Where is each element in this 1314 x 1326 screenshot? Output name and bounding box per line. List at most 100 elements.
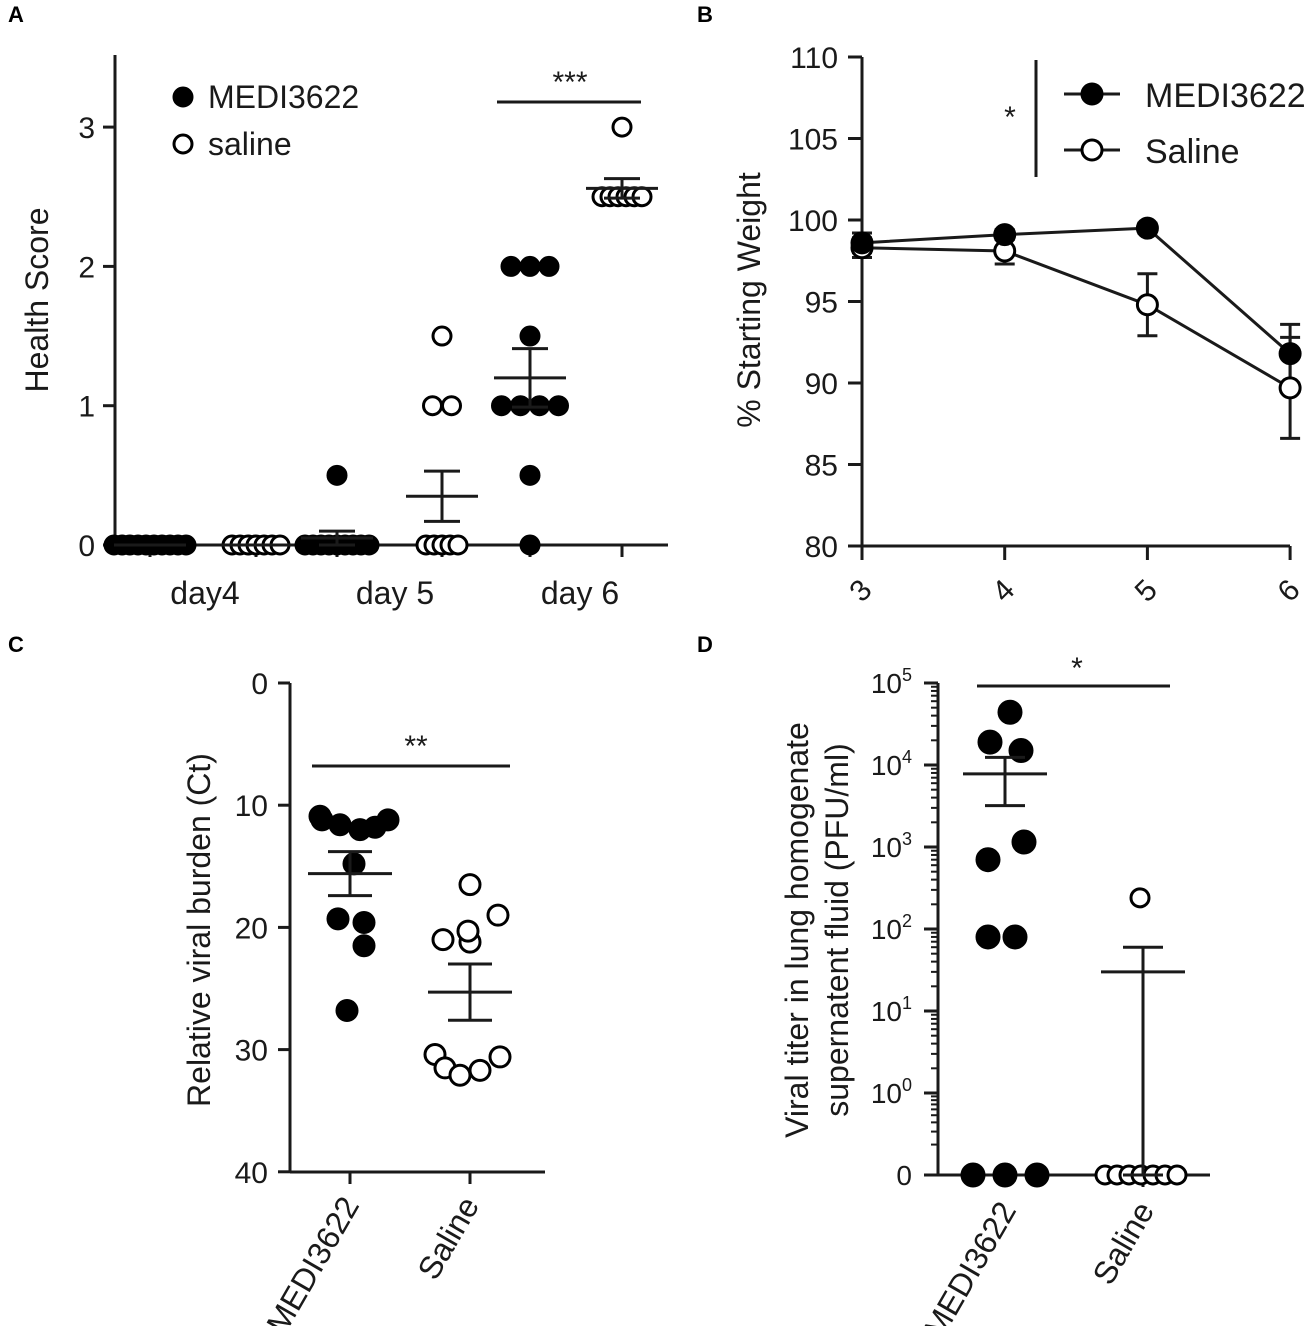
panel-a-legend-marker-medi3622: [172, 86, 194, 108]
panel-d-y-axis-label-line2: supernatent fluid (PFU/ml): [819, 743, 855, 1116]
panel-d-y-tick-label: 100: [871, 1075, 912, 1109]
panel-a-point-medi3622: [326, 464, 348, 486]
panel-c-point-medi3622: [335, 998, 359, 1022]
panel-b-legend-label-medi3622: MEDI3622: [1145, 77, 1306, 115]
panel-a-point-medi3622: [500, 255, 522, 277]
panel-d-point-medi3622: [960, 1162, 986, 1188]
panel-b-y-tick-label: 95: [805, 287, 838, 320]
panel-d-point-medi3622: [1024, 1162, 1050, 1188]
panel-b-point-medi3622: [993, 223, 1017, 247]
panel-d-y-tick-base: 10: [871, 750, 902, 781]
panel-a-point-saline: [422, 395, 443, 417]
panel-d-y-axis-label-line1: Viral titer in lung homogenate: [779, 722, 815, 1138]
panel-a-point-medi3622: [519, 464, 541, 486]
panel-d-point-medi3622: [1002, 924, 1028, 950]
panel-d-y-tick-exponent: 0: [902, 1075, 912, 1095]
panel-d-y-tick-label: 101: [871, 993, 912, 1027]
panel-b-y-tick-label: 105: [788, 124, 838, 157]
panel-d-y-tick-exponent: 4: [902, 747, 912, 767]
panel-a-point-saline: [431, 325, 453, 347]
panel-a-point-medi3622: [519, 325, 541, 347]
panel-d-significance-label: *: [1071, 652, 1083, 685]
panel-d-point-saline: [1129, 887, 1151, 909]
panel-b-legend-label-saline: Saline: [1145, 133, 1240, 171]
panel-d-y-tick-base: 10: [871, 668, 902, 699]
panel-c-point-saline: [486, 903, 510, 927]
panel-a-point-medi3622: [519, 255, 541, 277]
panel-a-legend-label-medi3622: MEDI3622: [208, 79, 359, 115]
panel-d-y-tick-base: 0: [896, 1160, 912, 1191]
panel-a-point-medi3622: [548, 395, 569, 417]
panel-b-y-axis-label: % Starting Weight: [731, 172, 767, 428]
panel-c-point-saline: [456, 919, 480, 943]
panel-d-x-tick-label: MEDI3622: [916, 1196, 1023, 1326]
panel-letter-a: A: [8, 2, 24, 27]
panel-c-point-medi3622: [326, 907, 350, 931]
panel-c-y-tick-label: 20: [235, 912, 268, 945]
panel-a-point-saline: [447, 534, 469, 556]
panel-d-point-medi3622: [975, 924, 1001, 950]
panel-c-point-saline: [431, 928, 455, 952]
panel-d-y-tick-exponent: 5: [902, 665, 912, 685]
panel-a-point-medi3622: [358, 534, 380, 556]
panel-c-point-medi3622: [376, 808, 400, 832]
panel-b-x-tick-label: 5: [1129, 573, 1164, 608]
panel-d-y-tick-label: 0: [896, 1160, 912, 1191]
panel-a-y-tick-label: 2: [78, 251, 95, 284]
panel-letter-c: C: [8, 632, 24, 657]
panel-b-point-saline: [1135, 293, 1159, 317]
panel-d-y-tick-base: 10: [871, 832, 902, 863]
panel-d-y-tick-label: 102: [871, 911, 912, 945]
panel-b-legend-marker-medi3622: [1080, 82, 1104, 106]
panel-d-y-tick-base: 10: [871, 996, 902, 1027]
panel-d-point-saline: [1166, 1164, 1188, 1186]
panel-b-y-tick-label: 90: [805, 368, 838, 401]
panel-d-y-tick-exponent: 2: [902, 911, 912, 931]
panel-a-legend-marker-saline: [172, 133, 194, 155]
panel-d-y-tick-label: 105: [871, 665, 912, 699]
panel-b-x-tick-label: 3: [843, 573, 878, 608]
panel-a-x-tick-label: day4: [170, 575, 239, 611]
panel-c-y-tick-label: 40: [235, 1157, 268, 1190]
panel-c-x-tick-label: MEDI3622: [259, 1191, 366, 1326]
panel-a-point-medi3622: [538, 255, 560, 277]
panel-c-y-axis-label: Relative viral burden (Ct): [181, 753, 217, 1107]
panel-a-point-saline: [611, 116, 633, 138]
panel-c-point-saline: [468, 1058, 492, 1082]
panel-d-y-tick-exponent: 3: [902, 829, 912, 849]
panel-b-legend-marker-saline: [1080, 138, 1104, 162]
panel-letter-b: B: [697, 2, 713, 27]
panel-c-point-medi3622: [352, 934, 376, 958]
panel-b-y-tick-label: 85: [805, 450, 838, 483]
panel-d-point-medi3622: [1011, 829, 1037, 855]
panel-d-y-tick-label: 104: [871, 747, 912, 781]
panel-d-point-medi3622: [992, 1162, 1018, 1188]
panel-c-y-tick-label: 0: [251, 668, 268, 701]
panel-a-y-tick-label: 3: [78, 112, 95, 145]
panel-a-point-medi3622: [491, 395, 512, 417]
panel-b-point-medi3622: [1278, 342, 1302, 366]
panel-c-point-medi3622: [342, 852, 366, 876]
panel-a-y-tick-label: 1: [78, 391, 95, 424]
panel-c-point-medi3622: [328, 813, 352, 837]
panel-a-x-tick-label: day 5: [356, 575, 434, 611]
panel-d-y-tick-base: 10: [871, 1078, 902, 1109]
panel-b-series-line-saline: [861, 246, 1291, 390]
panel-c-point-medi3622: [308, 804, 332, 828]
panel-d-point-medi3622: [997, 699, 1023, 725]
panel-b-point-medi3622: [850, 231, 874, 255]
panel-d-y-tick-base: 10: [871, 914, 902, 945]
panel-a-y-axis-label: Health Score: [19, 208, 55, 393]
panel-b-y-tick-label: 100: [788, 205, 838, 238]
panel-b-x-tick-label: 6: [1271, 573, 1306, 608]
panel-b-point-medi3622: [1135, 216, 1159, 240]
panel-letter-d: D: [697, 632, 713, 657]
panel-c-significance-label: **: [404, 730, 428, 763]
panel-b-series-line-medi3622: [861, 226, 1292, 355]
panel-c-x-tick-label: Saline: [410, 1191, 486, 1286]
panel-d-point-medi3622: [977, 729, 1003, 755]
panel-c-point-saline: [458, 873, 482, 897]
panel-b-y-tick-label: 80: [805, 531, 838, 564]
panel-b-significance-label: *: [1004, 101, 1016, 134]
